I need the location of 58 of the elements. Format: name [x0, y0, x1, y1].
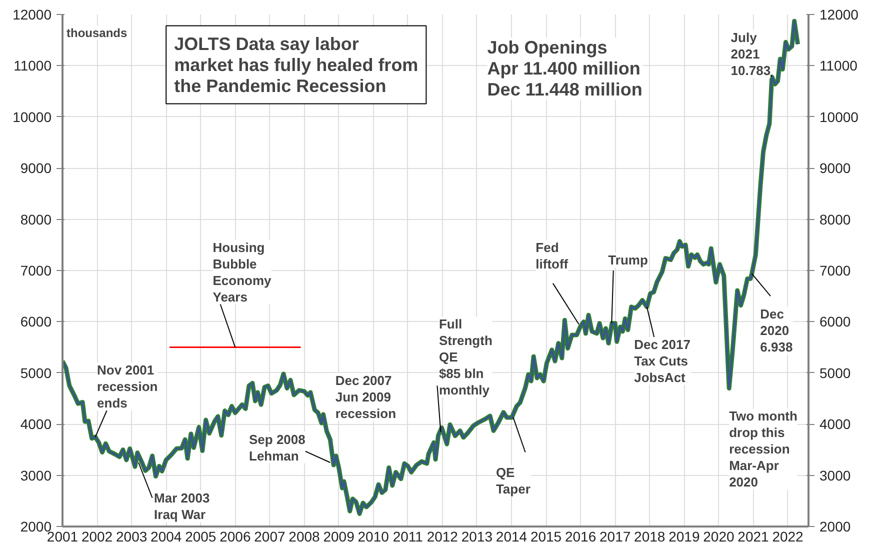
x-tick-label: 2008	[288, 528, 320, 544]
x-tick-label: 2004	[150, 528, 182, 544]
annotation: Sep 2008 Lehman	[249, 432, 306, 464]
y2-tick-label: 11000	[820, 58, 858, 74]
annotation: July 2021 10.783	[730, 30, 771, 78]
y2-tick-label: 5000	[820, 364, 851, 381]
y2-tick-label: 10000	[820, 108, 859, 125]
x-tick-label: 2022	[772, 528, 804, 544]
x-tick-label: 2002	[81, 528, 113, 544]
text: Job Openings Apr 11.400 million Dec 11.448 million	[487, 38, 642, 100]
y-tick-label: 12000	[12, 6, 52, 22]
annotation: Full Strength QE $85 bln monthly	[438, 316, 492, 398]
x-tick-label: 2007	[254, 528, 286, 544]
annotation: Nov 2001 recession ends	[97, 362, 158, 411]
y-tick-label: 10000	[12, 108, 52, 125]
annotation: Trump	[608, 252, 648, 268]
y2-tick-label: 3000	[820, 467, 851, 484]
y-tick-label: 4000	[20, 416, 52, 432]
x-tick-label: 2005	[185, 528, 216, 544]
annotation: Two month drop this recession Mar-Apr 2020	[729, 408, 798, 490]
text: JOLTS Data say labor market has fully healed from the Pandemic Recession	[174, 34, 418, 96]
annotation: QE Taper	[496, 465, 530, 497]
x-tick-label: 2014	[496, 528, 528, 544]
y-axis-title: thousands	[66, 26, 128, 40]
x-tick-label: 2015	[530, 528, 562, 544]
x-tick-label: 2006	[220, 528, 251, 544]
x-tick-label: 2009	[323, 528, 355, 544]
x-tick-label: 2021	[738, 528, 770, 544]
x-tick-label: 2016	[564, 528, 596, 544]
annotation: Fed liftoff	[536, 240, 569, 272]
y-tick-label: 8000	[20, 211, 52, 228]
y2-tick-label: 12000	[820, 6, 859, 22]
annotation: Housing Bubble Economy Years	[212, 240, 272, 304]
y-tick-label: 6000	[20, 314, 52, 330]
y-tick-label: 3000	[20, 467, 52, 484]
x-tick-label: 2003	[116, 528, 148, 544]
y2-tick-label: 4000	[820, 416, 851, 432]
x-tick-label: 2017	[600, 528, 631, 544]
x-tick-label: 2018	[634, 528, 666, 544]
annotation: Mar 2003 Iraq War	[154, 490, 210, 522]
x-tick-label: 2019	[668, 528, 700, 544]
annotation: Dec 2020 6.938	[760, 306, 793, 354]
x-tick-label: 2020	[703, 528, 734, 544]
y2-tick-label: 9000	[820, 160, 851, 176]
annotation: Dec 2017 Tax Cuts JobsAct	[634, 337, 690, 386]
x-tick-label: 2012	[426, 528, 458, 544]
y-tick-label: 5000	[20, 364, 52, 381]
y-tick-label: 7000	[20, 262, 52, 278]
x-tick-label: 2010	[358, 528, 390, 544]
y-tick-label: 9000	[20, 160, 52, 176]
annotation: Dec 2007 Jun 2009 recession	[335, 372, 396, 421]
y2-tick-label: 7000	[820, 262, 851, 278]
y2-tick-label: 8000	[820, 211, 851, 228]
y2-tick-label: 2000	[820, 518, 851, 534]
y-tick-label: 11000	[14, 58, 52, 74]
x-tick-label: 2013	[461, 528, 493, 544]
x-tick-label: 2011	[392, 528, 424, 544]
y2-tick-label: 6000	[820, 314, 851, 330]
